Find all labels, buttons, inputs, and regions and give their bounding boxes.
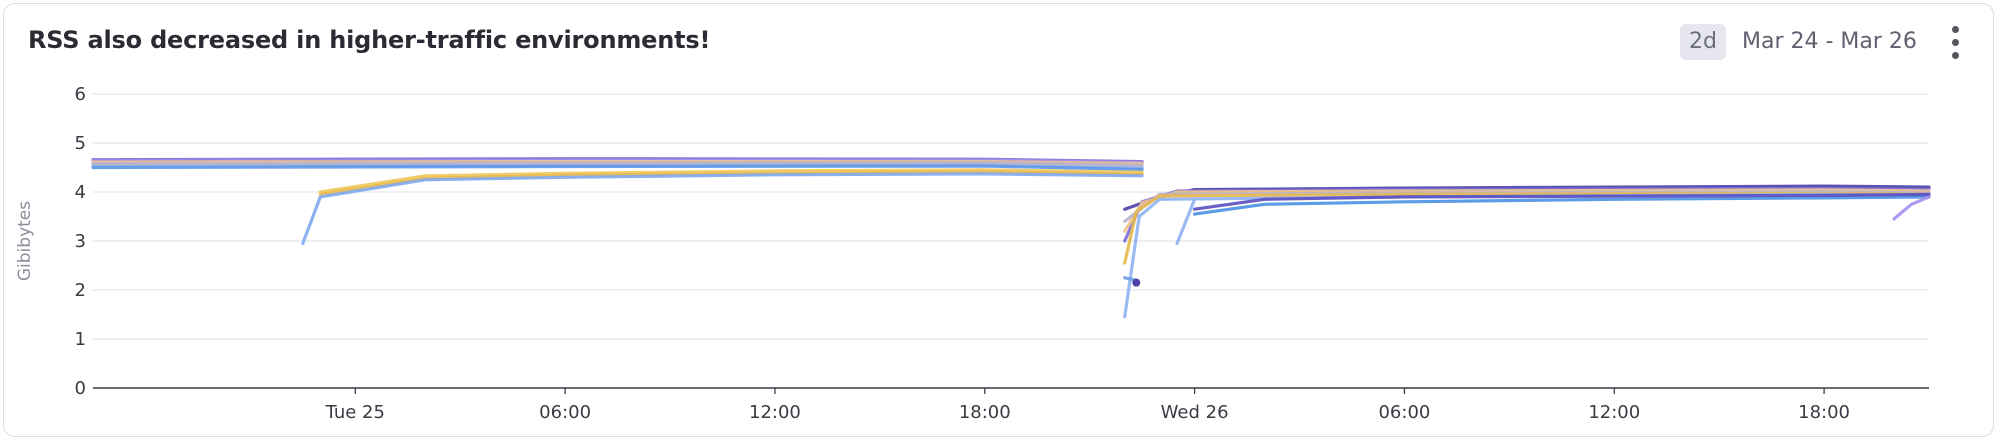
series-line-5 xyxy=(91,164,1144,172)
kebab-dot xyxy=(1952,26,1959,33)
series-line-19 xyxy=(1193,192,1931,211)
series-line-8 xyxy=(318,170,1144,196)
kebab-dot xyxy=(1952,39,1959,46)
series-line-6 xyxy=(91,161,1144,167)
y-axis-label: Gibibytes xyxy=(15,201,35,281)
x-tick-label: 12:00 xyxy=(749,402,801,423)
x-tick-label: Tue 25 xyxy=(325,402,385,423)
series-line-9 xyxy=(301,172,1144,245)
series-line-14 xyxy=(1123,191,1931,265)
x-tick-label: 06:00 xyxy=(1378,402,1430,423)
y-tick-label: 0 xyxy=(75,378,86,399)
y-tick-label: 3 xyxy=(75,231,86,252)
x-tick-label: 18:00 xyxy=(1798,402,1850,423)
time-range-badge[interactable]: 2d xyxy=(1680,24,1726,60)
y-tick-label: 6 xyxy=(75,84,86,105)
series-line-15 xyxy=(1123,192,1931,319)
data-point-marker xyxy=(1132,278,1141,287)
x-tick-label: 18:00 xyxy=(959,402,1011,423)
series-line-17 xyxy=(1175,197,1197,245)
series-line-12 xyxy=(1123,188,1931,233)
series-line-18 xyxy=(1193,195,1931,216)
y-tick-label: 2 xyxy=(75,280,86,301)
time-range-text[interactable]: Mar 24 - Mar 26 xyxy=(1742,29,1917,54)
series-line-20 xyxy=(1892,195,1931,221)
x-tick-label: Wed 26 xyxy=(1161,402,1229,423)
kebab-dot xyxy=(1952,52,1959,59)
y-tick-label: 1 xyxy=(75,329,86,350)
series-line-7 xyxy=(318,168,1144,194)
y-tick-label: 5 xyxy=(75,133,86,154)
x-tick-label: 06:00 xyxy=(539,402,591,423)
x-tick-label: 12:00 xyxy=(1588,402,1640,423)
y-tick-label: 4 xyxy=(75,182,86,203)
more-vertical-icon[interactable] xyxy=(1948,26,1962,60)
widget-title: RSS also decreased in higher-traffic env… xyxy=(28,26,711,54)
widget-panel xyxy=(3,3,1994,437)
